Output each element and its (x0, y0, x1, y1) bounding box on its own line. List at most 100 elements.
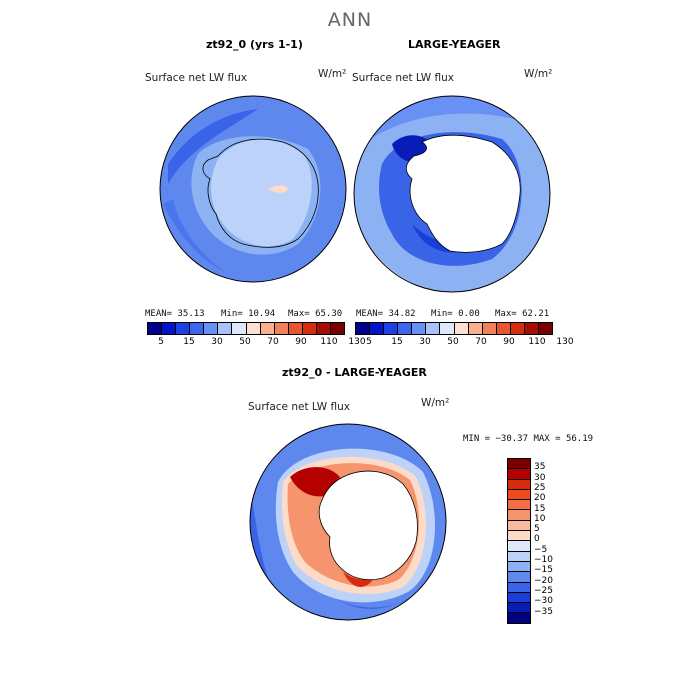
colorbar-swatch (508, 550, 530, 561)
colorbar-swatch (508, 499, 530, 510)
colorbar-tick-label: 70 (267, 337, 279, 347)
colorbar-swatch (148, 323, 162, 334)
left-stat-mean: MEAN= 35.13 (145, 309, 205, 319)
colorbar-swatch (509, 323, 524, 334)
left-colorbar (147, 322, 345, 335)
dark-patch (163, 199, 228, 274)
colorbar-swatch (508, 468, 530, 479)
colorbar-tick-label: 110 (320, 337, 338, 347)
colorbar-swatch (161, 323, 176, 334)
right-polar-map (353, 95, 551, 293)
diff-colorbar-ticks: 35 30 25 20 15 10 5 0 −5 −10 −15 −20 −25 −30 −35 (534, 458, 584, 628)
left-variable-label: Surface net LW flux (145, 72, 247, 84)
diff-colorbar (507, 458, 531, 624)
colorbar-swatch (175, 323, 190, 334)
colorbar-swatch (245, 323, 260, 334)
colorbar-swatch (523, 323, 539, 334)
colorbar-tick-label: 30 (534, 472, 546, 483)
right-stat-min: Min= 0.00 (431, 309, 480, 319)
colorbar-swatch (538, 323, 553, 334)
colorbar-swatch (273, 323, 288, 334)
antarctica-field (211, 139, 312, 247)
left-polar-map (159, 95, 347, 283)
colorbar-swatch (439, 323, 454, 334)
colorbar-swatch (301, 323, 316, 334)
colorbar-swatch (508, 571, 530, 582)
right-colorbar (355, 322, 553, 335)
colorbar-swatch (508, 591, 530, 603)
left-stat-min: Min= 10.94 (221, 309, 276, 319)
colorbar-tick-label: 50 (447, 337, 459, 347)
colorbar-swatch (508, 602, 530, 613)
colorbar-tick-label: 20 (534, 493, 546, 504)
colorbar-tick-label: 5 (534, 524, 540, 535)
strong-positive-patch (343, 572, 378, 587)
colorbar-tick-label: 5 (158, 337, 164, 347)
right-stat-mean: MEAN= 34.82 (356, 309, 416, 319)
colorbar-tick-label: 90 (503, 337, 515, 347)
diff-polar-map (249, 423, 447, 621)
colorbar-swatch (189, 323, 204, 334)
colorbar-swatch (508, 519, 530, 531)
colorbar-swatch (508, 612, 530, 623)
colorbar-swatch (508, 488, 530, 500)
diff-stats: MIN = −30.37 MAX = 56.19 (463, 434, 594, 444)
colorbar-swatch (508, 478, 530, 489)
colorbar-tick-label: 90 (295, 337, 307, 347)
dark-patch (168, 109, 258, 184)
colorbar-tick-label: 130 (348, 337, 366, 347)
colorbar-tick-label: −25 (534, 585, 553, 596)
colorbar-swatch (508, 540, 530, 551)
diff-panel-title: zt92_0 - LARGE-YEAGER (282, 366, 427, 379)
colorbar-swatch (425, 323, 440, 334)
colorbar-swatch (453, 323, 468, 334)
colorbar-tick-label: 50 (239, 337, 251, 347)
colorbar-tick-label: 15 (391, 337, 403, 347)
colorbar-tick-label: −20 (534, 575, 553, 586)
diff-variable-label: Surface net LW flux (248, 401, 350, 413)
right-units-label: W/m² (524, 68, 553, 80)
colorbar-tick-label: 15 (534, 503, 546, 514)
colorbar-swatch (356, 323, 370, 334)
colorbar-swatch (508, 459, 530, 469)
colorbar-tick-label: 0 (534, 534, 540, 545)
colorbar-tick-label: 35 (534, 462, 546, 473)
colorbar-tick-label: 30 (211, 337, 223, 347)
colorbar-tick-label: 30 (419, 337, 431, 347)
colorbar-tick-label: 15 (183, 337, 195, 347)
colorbar-swatch (481, 323, 496, 334)
right-panel-title: LARGE-YEAGER (408, 38, 501, 51)
warm-spot (268, 185, 288, 193)
colorbar-tick-label: 25 (534, 482, 546, 493)
left-units-label: W/m² (318, 68, 347, 80)
colorbar-swatch (203, 323, 218, 334)
antarctica-landmask (318, 470, 418, 581)
colorbar-swatch (315, 323, 331, 334)
colorbar-tick-label: 5 (366, 337, 372, 347)
colorbar-swatch (259, 323, 274, 334)
colorbar-swatch (508, 509, 530, 520)
left-panel-title: zt92_0 (yrs 1-1) (206, 38, 303, 51)
colorbar-tick-label: 10 (534, 513, 546, 524)
colorbar-swatch (369, 323, 384, 334)
colorbar-swatch (383, 323, 398, 334)
right-colorbar-ticks: 5 15 30 50 70 90 110 130 (355, 337, 573, 349)
colorbar-tick-label: −30 (534, 596, 553, 607)
diff-units-label: W/m² (421, 397, 450, 409)
colorbar-swatch (231, 323, 246, 334)
colorbar-tick-label: 130 (556, 337, 574, 347)
coastline (202, 138, 319, 248)
main-title: ANN (327, 9, 373, 31)
colorbar-swatch (508, 530, 530, 541)
colorbar-swatch (397, 323, 412, 334)
colorbar-tick-label: 70 (475, 337, 487, 347)
colorbar-tick-label: −10 (534, 555, 553, 565)
colorbar-swatch (495, 323, 510, 334)
colorbar-swatch (467, 323, 482, 334)
left-colorbar-ticks: 5 15 30 50 70 90 110 130 (147, 337, 365, 349)
right-variable-label: Surface net LW flux (352, 72, 454, 84)
colorbar-tick-label: −35 (534, 606, 553, 617)
colorbar-tick-label: −15 (534, 565, 553, 576)
colorbar-swatch (508, 560, 530, 572)
colorbar-swatch (411, 323, 426, 334)
